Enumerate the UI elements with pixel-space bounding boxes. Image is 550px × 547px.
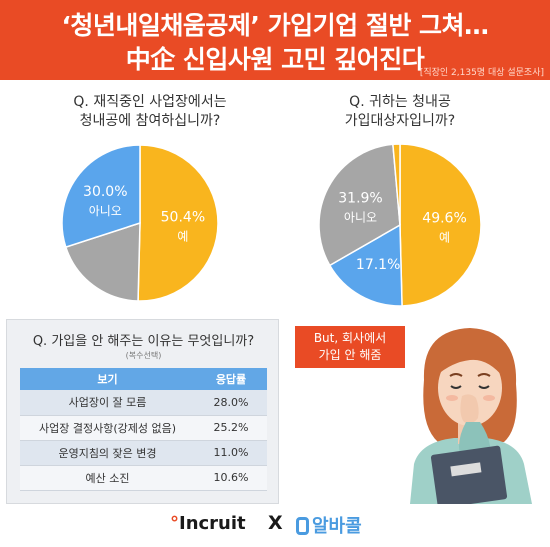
- column-header-rate: 응답률: [195, 368, 267, 390]
- table-row: 사업장이 잘 모름 28.0%: [20, 390, 267, 416]
- reason-rate: 28.0%: [195, 390, 267, 416]
- face: [438, 350, 502, 426]
- survey-source: [직장인 2,135명 대상 설문조사]: [419, 68, 544, 78]
- worried-person-illustration: [410, 328, 532, 504]
- table-row: 예산 소진 10.6%: [20, 465, 267, 491]
- hair-fringe: [436, 344, 504, 378]
- table-header-row: 보기 응답률: [20, 368, 267, 390]
- pie2-category-label-0: 예: [439, 230, 450, 244]
- table-row: 운영지침의 잦은 변경 11.0%: [20, 440, 267, 466]
- reason-rate: 10.6%: [195, 465, 267, 491]
- pie1-question: Q. 재직중인 사업장에서는 청내공에 참여하십니까?: [40, 93, 260, 131]
- pie2-category-label-2: 아니오: [344, 210, 377, 224]
- header-banner: ‘청년내일채움공제’ 가입기업 절반 그쳐… 中企 신입사원 고민 깊어진다 […: [0, 0, 550, 80]
- reason-rate: 11.0%: [195, 440, 267, 466]
- pie2-slice-2: [318, 143, 401, 267]
- pie1-slice-1: [64, 221, 141, 302]
- pie2-value-label-1: 17.1%: [356, 257, 400, 273]
- pie2-question-line-1: Q. 귀하는 청내공: [349, 94, 451, 110]
- column-header-option: 보기: [20, 368, 195, 390]
- reason-rate: 25.2%: [195, 415, 267, 441]
- pie1-category-label-0: 예: [177, 230, 188, 244]
- phone-icon: [296, 517, 309, 535]
- pie1-slice-2: [61, 144, 141, 249]
- pie1-question-line-2: 청내공에 참여하십니까?: [79, 113, 221, 129]
- pie2-value-label-0: 49.6%: [422, 210, 466, 226]
- pie1-value-label-2: 30.0%: [83, 184, 127, 200]
- eyebrow-right: [477, 373, 491, 377]
- reason-label: 사업장 결정사항(강제성 없음): [20, 415, 195, 441]
- incruit-logo-text: Incruit: [179, 513, 246, 534]
- hand: [460, 394, 479, 424]
- pie1-category-label-2: 아니오: [89, 204, 122, 218]
- incruit-logo-dot: °: [170, 513, 179, 534]
- reason-label: 사업장이 잘 모름: [20, 390, 195, 416]
- reasons-table: 보기 응답률 사업장이 잘 모름 28.0% 사업장 결정사항(강제성 없음) …: [20, 368, 267, 491]
- headline-line-2: 中企 신입사원 고민 깊어진다: [125, 45, 425, 74]
- headline-line-1: ‘청년내일채움공제’ 가입기업 절반 그쳐…: [61, 11, 489, 40]
- pie1-slice-0: [137, 144, 219, 302]
- incruit-logo: °Incruit: [170, 513, 246, 534]
- pie2-slice-3: [392, 143, 401, 226]
- reasons-panel: Q. 가입을 안 해주는 이유는 무엇입니까? (복수선택) 보기 응답률 사업…: [6, 319, 279, 504]
- eyebrow-left: [449, 373, 463, 377]
- callout-line-1: But, 회사에서: [313, 331, 387, 345]
- reasons-question: Q. 가입을 안 해주는 이유는 무엇입니까?: [32, 334, 255, 349]
- pie2-slice-0: [399, 143, 482, 307]
- pie-chart-eligibility: 49.6% 예 17.1% 31.9% 아니오: [318, 143, 482, 307]
- pie1-value-label-0: 50.4%: [161, 210, 205, 226]
- pie2-question: Q. 귀하는 청내공 가입대상자입니까?: [285, 93, 515, 131]
- cheek-right: [483, 395, 495, 401]
- reason-label: 운영지침의 잦은 변경: [20, 440, 195, 466]
- binder-label: [450, 462, 482, 477]
- pie2-value-label-2: 31.9%: [338, 190, 382, 206]
- footer-logos: °Incruit X 알바콜: [0, 505, 550, 547]
- binder: [430, 445, 508, 504]
- reason-label: 예산 소진: [20, 465, 195, 491]
- reasons-subtitle: (복수선택): [125, 351, 162, 360]
- eye-right: [478, 385, 490, 389]
- table-row: 사업장 결정사항(강제성 없음) 25.2%: [20, 415, 267, 441]
- eye-left: [450, 385, 462, 389]
- pie2-question-line-2: 가입대상자입니까?: [344, 113, 456, 129]
- albacall-logo: 알바콜: [296, 512, 362, 538]
- albacall-logo-text: 알바콜: [312, 516, 362, 537]
- callout-line-2: 가입 안 해줌: [318, 348, 382, 362]
- pie2-slice-1: [328, 223, 403, 307]
- pie1-question-line-1: Q. 재직중인 사업장에서는: [73, 94, 227, 110]
- logo-separator: X: [268, 512, 283, 534]
- cheek-left: [446, 395, 458, 401]
- callout-company-not-enrolled: But, 회사에서 가입 안 해줌: [295, 326, 405, 368]
- pie-chart-participation: 50.4% 예 30.0% 아니오: [61, 144, 219, 302]
